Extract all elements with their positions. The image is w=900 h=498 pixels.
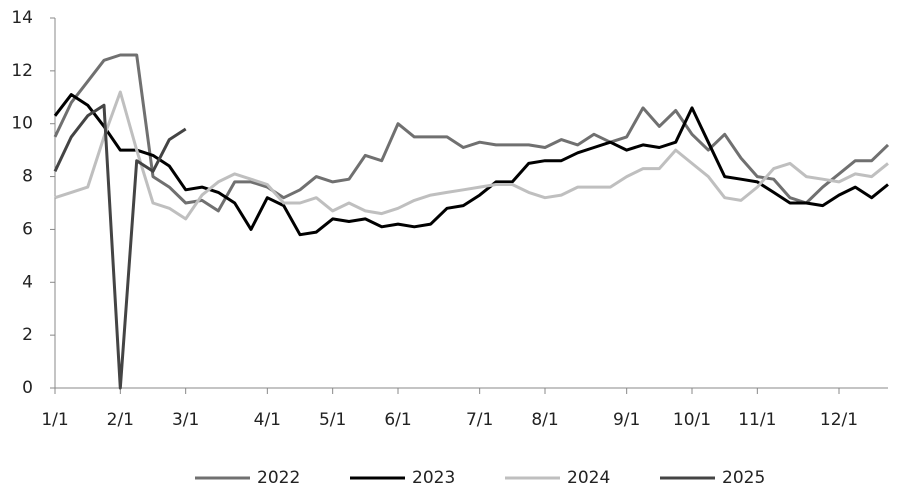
- line-series: [53, 103, 187, 390]
- line-series: [53, 53, 890, 213]
- x-tick-label: 3/1: [172, 410, 199, 430]
- line-series: [54, 90, 889, 221]
- x-tick-label: 8/1: [531, 410, 558, 430]
- x-tick-label: 10/1: [673, 410, 711, 430]
- y-tick-label: 2: [22, 325, 33, 345]
- legend-label: 2025: [722, 468, 765, 488]
- x-tick-label: 2/1: [107, 410, 134, 430]
- x-tick-label: 9/1: [613, 410, 640, 430]
- legend-label: 2024: [567, 468, 610, 488]
- x-tick-label: 12/1: [820, 410, 858, 430]
- line-series: [53, 93, 889, 237]
- y-tick-label: 12: [11, 61, 33, 81]
- x-tick-label: 5/1: [319, 410, 346, 430]
- y-tick-label: 4: [22, 272, 33, 292]
- y-tick-label: 6: [22, 219, 33, 239]
- y-tick-label: 10: [11, 114, 33, 134]
- x-tick-label: 6/1: [384, 410, 411, 430]
- x-tick-label: 1/1: [41, 410, 68, 430]
- x-tick-label: 7/1: [466, 410, 493, 430]
- y-tick-label: 0: [22, 378, 33, 398]
- y-tick-label: 14: [11, 8, 33, 28]
- y-tick-label: 8: [22, 167, 33, 187]
- x-tick-label: 4/1: [254, 410, 281, 430]
- x-tick-label: 11/1: [738, 410, 776, 430]
- legend-label: 2022: [257, 468, 300, 488]
- legend-label: 2023: [412, 468, 455, 488]
